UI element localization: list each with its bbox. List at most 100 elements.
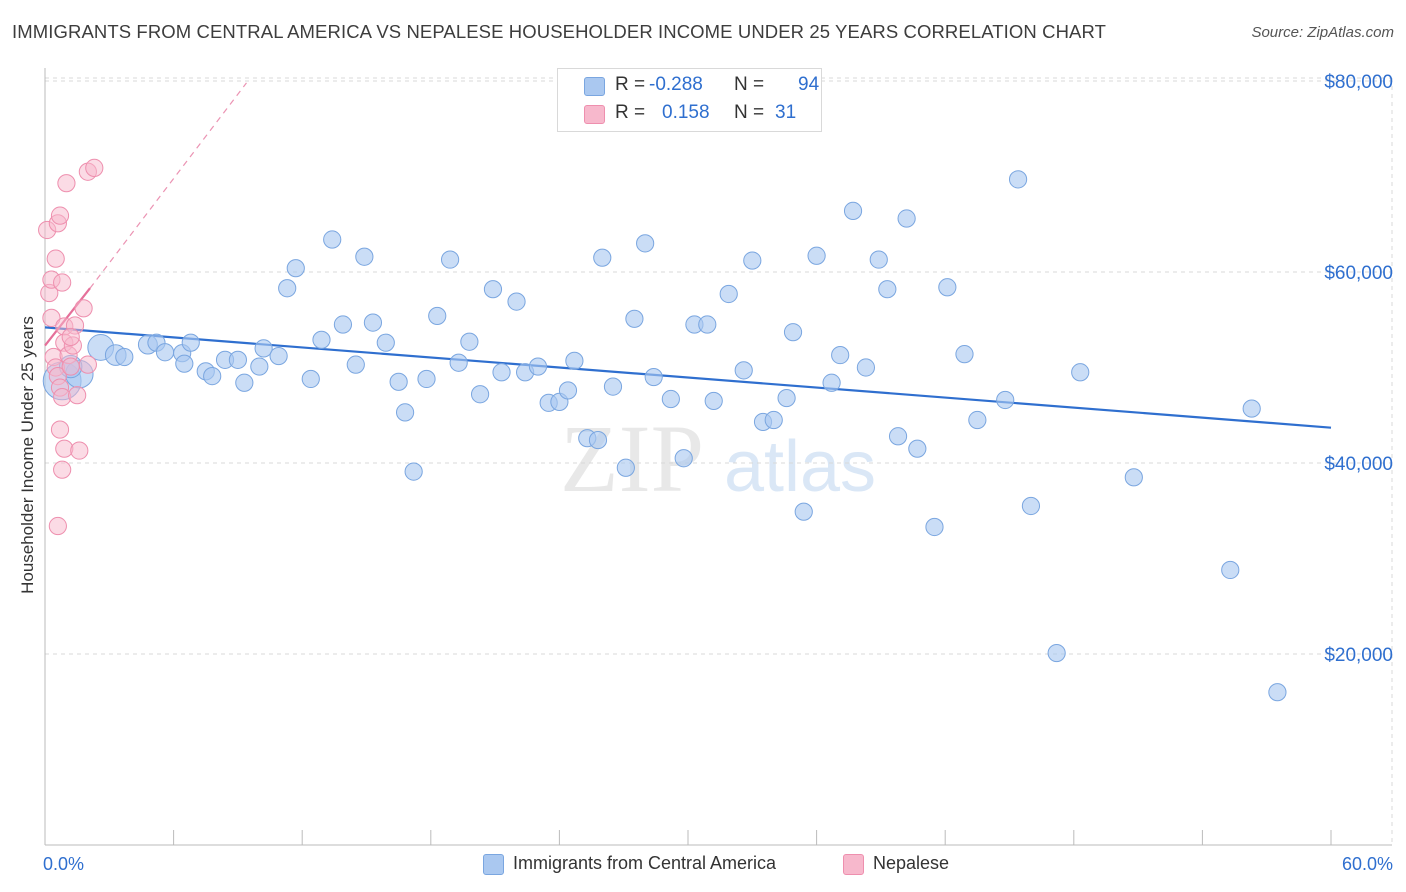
data-point-central-america <box>644 367 663 387</box>
x-tick-labels: 0.0% 60.0% <box>43 854 1393 874</box>
data-point-central-america <box>312 330 331 349</box>
stats-n-value: 31 <box>775 102 797 123</box>
data-point-central-america <box>1242 399 1261 418</box>
data-point-central-america <box>1047 643 1066 663</box>
data-point-central-america <box>301 369 320 389</box>
source-label: Source: ZipAtlas.com <box>1251 24 1394 41</box>
data-point-central-america <box>440 250 460 269</box>
stats-row-blue: R = -0.288 N = 94 <box>558 72 821 100</box>
data-point-central-america <box>897 209 916 228</box>
stats-r-label: R = <box>615 74 646 95</box>
data-point-central-america <box>460 332 479 351</box>
data-point-central-america <box>278 279 297 298</box>
data-point-central-america <box>869 250 888 269</box>
data-point-nepalese <box>61 327 80 347</box>
data-point-central-america <box>269 346 288 366</box>
stats-r-value: 0.158 <box>662 102 710 123</box>
data-points <box>38 158 1287 702</box>
data-point-central-america <box>777 388 796 408</box>
data-point-central-america <box>719 284 738 304</box>
data-point-central-america <box>831 345 850 365</box>
data-point-central-america <box>743 251 762 270</box>
data-point-central-america <box>203 366 222 386</box>
data-point-central-america <box>996 390 1015 410</box>
stats-swatch-pink <box>584 105 605 124</box>
data-point-central-america <box>115 347 134 367</box>
data-point-central-america <box>355 247 374 266</box>
data-point-central-america <box>1008 170 1028 189</box>
data-point-nepalese <box>53 460 72 479</box>
data-point-central-america <box>470 385 490 404</box>
y-tick-label: $80,000 <box>1324 72 1393 93</box>
data-point-central-america <box>704 391 723 411</box>
data-point-central-america <box>363 313 383 332</box>
data-point-central-america <box>376 333 395 352</box>
stats-swatch-blue <box>584 77 605 96</box>
data-point-central-america <box>856 358 875 377</box>
stats-row-pink: R = 0.158 N = 31 <box>558 100 821 128</box>
stats-r-value: -0.288 <box>649 74 703 95</box>
data-point-central-america <box>616 458 635 477</box>
legend-swatch-pink <box>843 854 864 875</box>
data-point-nepalese <box>70 441 89 460</box>
data-point-central-america <box>822 373 841 392</box>
data-point-central-america <box>968 410 987 430</box>
data-point-central-america <box>783 323 803 342</box>
data-point-central-america <box>558 381 578 400</box>
x-tick-label-right: 60.0% <box>1342 854 1393 874</box>
trend-line-nepalese-extension <box>89 82 247 289</box>
y-tick-label: $40,000 <box>1324 454 1393 475</box>
data-point-central-america <box>1021 496 1041 516</box>
data-point-central-america <box>807 246 826 265</box>
y-axis-label: Householder Income Under 25 years <box>18 316 37 594</box>
trend-line-nepalese <box>44 287 91 347</box>
data-point-nepalese <box>61 357 80 376</box>
x-tick-label-left: 0.0% <box>43 854 84 874</box>
data-point-nepalese <box>48 516 67 536</box>
data-point-nepalese <box>53 273 72 292</box>
data-point-central-america <box>1071 363 1090 382</box>
data-point-central-america <box>389 372 408 391</box>
data-point-central-america <box>417 369 436 389</box>
watermark-atlas: atlas <box>724 427 876 507</box>
data-point-central-america <box>323 230 342 249</box>
data-point-central-america <box>1124 468 1143 487</box>
trend-lines <box>44 82 1332 429</box>
data-point-central-america <box>175 354 194 373</box>
data-point-central-america <box>228 350 247 369</box>
data-point-central-america <box>636 234 655 253</box>
data-point-nepalese <box>50 420 70 439</box>
data-point-central-america <box>333 315 353 334</box>
data-point-nepalese <box>42 308 61 327</box>
data-point-nepalese <box>78 355 97 374</box>
data-point-nepalese <box>68 386 87 405</box>
gridlines <box>45 77 1393 845</box>
data-point-nepalese <box>57 174 76 193</box>
data-point-central-america <box>764 410 783 430</box>
data-point-central-america <box>661 389 680 409</box>
data-point-central-america <box>528 357 548 376</box>
stats-n-label: N = <box>734 74 765 95</box>
legend-label: Nepalese <box>873 853 950 873</box>
data-point-central-america <box>878 280 897 299</box>
chart-title: IMMIGRANTS FROM CENTRAL AMERICA VS NEPAL… <box>12 21 1106 42</box>
data-point-central-america <box>925 517 944 537</box>
data-point-central-america <box>181 333 200 352</box>
data-point-central-america <box>250 357 269 376</box>
axes <box>44 68 1392 846</box>
data-point-central-america <box>254 339 273 358</box>
data-point-central-america <box>286 259 305 278</box>
data-point-central-america <box>235 373 254 392</box>
data-point-central-america <box>395 403 415 422</box>
data-point-nepalese <box>53 388 72 407</box>
data-point-nepalese <box>50 206 70 225</box>
data-point-nepalese <box>46 249 65 268</box>
data-point-central-america <box>588 430 608 450</box>
data-point-central-america <box>346 355 365 374</box>
data-point-central-america <box>908 439 927 458</box>
data-point-central-america <box>483 280 503 299</box>
data-point-central-america <box>603 377 623 396</box>
data-point-central-america <box>507 292 526 311</box>
data-point-central-america <box>1268 683 1287 702</box>
data-point-central-america <box>794 502 813 521</box>
